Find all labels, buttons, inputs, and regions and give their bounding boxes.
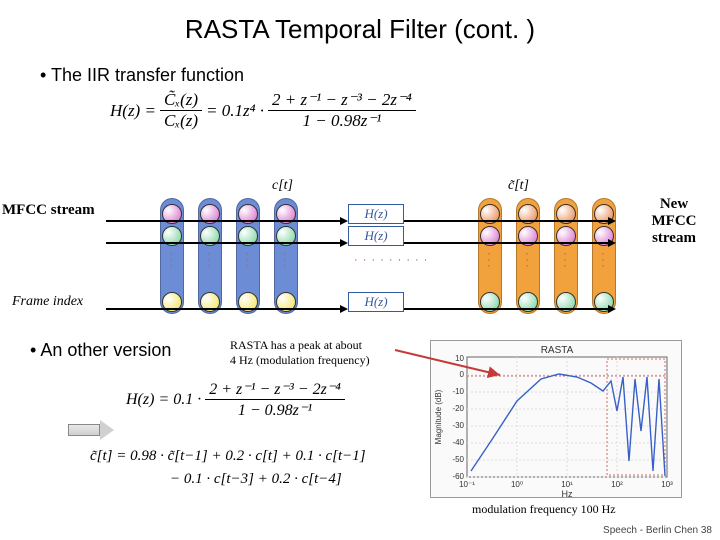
arrow xyxy=(106,308,342,310)
vdots: · · · xyxy=(563,250,567,268)
vdots: · · · xyxy=(601,250,605,268)
rasta-plot-svg: RASTA 10⁻¹ 10⁰ 10¹ 10² 10³ xyxy=(431,341,683,499)
svg-text:10³: 10³ xyxy=(661,480,673,489)
stream-diagram: MFCC stream New MFCC stream Frame index … xyxy=(0,196,720,336)
caption-rasta-peak: RASTA has a peak at about 4 Hz (modulati… xyxy=(230,338,410,368)
plot-xlabel: Hz xyxy=(562,489,573,499)
arrow-head-icon xyxy=(608,305,616,313)
arrow-head-icon xyxy=(608,217,616,225)
arrow-head-icon xyxy=(340,217,348,225)
arrow xyxy=(106,220,342,222)
hz-box: H(z) xyxy=(348,292,404,312)
vdots: · · · xyxy=(487,250,491,268)
arrow xyxy=(106,242,342,244)
svg-text:-20: -20 xyxy=(452,404,464,413)
new-mfcc-stream-label: New MFCC stream xyxy=(628,196,720,247)
arrow xyxy=(404,220,610,222)
formula-lhs: H(z) = xyxy=(110,101,156,121)
svg-text:10: 10 xyxy=(455,354,464,363)
formula1-mid: = 0.1z⁴ · xyxy=(206,101,264,121)
arrow xyxy=(404,242,610,244)
formula1-num: 2 + z⁻¹ − z⁻³ − 2z⁻⁴ xyxy=(268,90,416,111)
vdots: · · · xyxy=(245,250,249,268)
hz-ellipsis: · · · · · · · · · xyxy=(354,254,428,266)
vdots: · · · xyxy=(169,250,173,268)
svg-text:10¹: 10¹ xyxy=(561,480,573,489)
formula-main: H(z) = C̃ₓ(z) Cₓ(z) = 0.1z⁴ · 2 + z⁻¹ − … xyxy=(110,90,720,131)
rasta-plot: RASTA 10⁻¹ 10⁰ 10¹ 10² 10³ xyxy=(430,340,682,498)
c-t-label: c[t] xyxy=(272,178,293,194)
vdots: · · · xyxy=(525,250,529,268)
bullet-other-version-text: An other version xyxy=(40,340,171,360)
arrow-head-icon xyxy=(340,305,348,313)
formula1-cx-den: Cₓ(z) xyxy=(160,111,202,131)
svg-text:10²: 10² xyxy=(611,480,623,489)
footer: Speech - Berlin Chen 38 xyxy=(603,525,712,536)
hz-box: H(z) xyxy=(348,204,404,224)
c-tilde-t-label: c̃[t] xyxy=(508,178,529,194)
plot-title: RASTA xyxy=(541,345,574,356)
svg-text:-40: -40 xyxy=(452,438,464,447)
formula1-den: 1 − 0.98z⁻¹ xyxy=(298,111,385,131)
formula2-lhs: H(z) = 0.1 · xyxy=(126,391,201,409)
rasta-curve xyxy=(471,374,665,476)
caption-100hz: modulation frequency 100 Hz xyxy=(472,502,616,517)
svg-text:10⁰: 10⁰ xyxy=(511,480,523,489)
arrow-head-icon xyxy=(608,239,616,247)
arrow xyxy=(404,308,610,310)
hz-box: H(z) xyxy=(348,226,404,246)
slide-title: RASTA Temporal Filter (cont. ) xyxy=(0,0,720,49)
svg-text:-10: -10 xyxy=(452,387,464,396)
svg-text:-50: -50 xyxy=(452,455,464,464)
formula1-cx-num: C̃ₓ(z) xyxy=(160,90,202,111)
formula2-den: 1 − 0.98z⁻¹ xyxy=(234,400,316,420)
svg-text:-30: -30 xyxy=(452,421,464,430)
mfcc-stream-label: MFCC stream xyxy=(2,202,95,219)
vdots: · · · xyxy=(207,250,211,268)
other-version-region: • An other version RASTA has a peak at a… xyxy=(30,340,430,488)
svg-text:0: 0 xyxy=(460,370,465,379)
bullet-iir: • The IIR transfer function xyxy=(40,65,720,86)
frame-index-label: Frame index xyxy=(12,294,83,310)
plot-ylabel: Magnitude (dB) xyxy=(434,389,443,444)
bullet-iir-text: The IIR transfer function xyxy=(51,65,244,85)
formula-other: H(z) = 0.1 · 2 + z⁻¹ − z⁻³ − 2z⁻⁴ 1 − 0.… xyxy=(126,379,430,420)
vdots: · · · xyxy=(283,250,287,268)
svg-text:-60: -60 xyxy=(452,472,464,481)
arrow-head-icon xyxy=(340,239,348,247)
formula2-num: 2 + z⁻¹ − z⁻³ − 2z⁻⁴ xyxy=(205,379,345,400)
down-arrow-icon xyxy=(68,420,114,440)
svg-text:10⁻¹: 10⁻¹ xyxy=(459,480,475,489)
formula-diff-eq-2: − 0.1 · c[t−3] + 0.2 · c[t−4] xyxy=(170,471,430,488)
formula-diff-eq-1: c̃[t] = 0.98 · c̃[t−1] + 0.2 · c[t] + 0.… xyxy=(90,448,430,465)
